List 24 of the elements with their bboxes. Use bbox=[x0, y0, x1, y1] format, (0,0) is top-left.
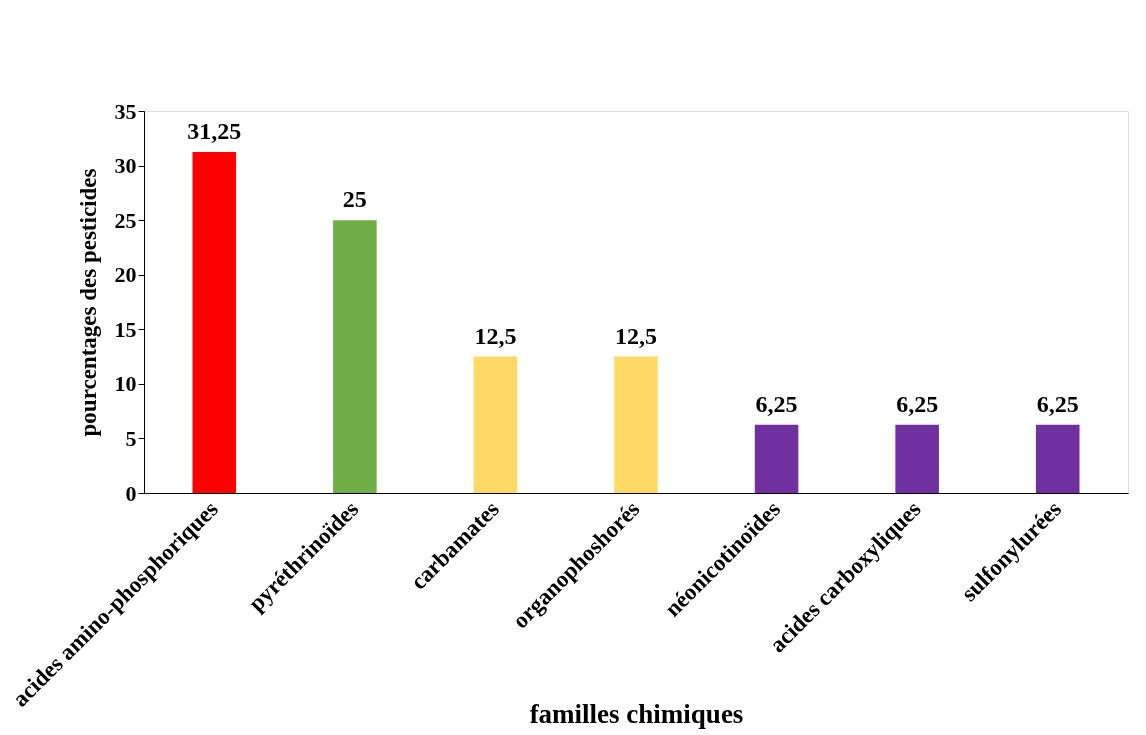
data-label: 25 bbox=[342, 186, 367, 213]
bar bbox=[614, 356, 658, 493]
bar bbox=[333, 220, 377, 493]
bar bbox=[754, 424, 799, 493]
y-axis-title: pourcentages des pesticides bbox=[75, 168, 101, 437]
y-tick-label: 30 bbox=[114, 153, 137, 179]
y-tick-label: 15 bbox=[114, 316, 137, 342]
data-label: 12,5 bbox=[474, 322, 517, 349]
bar bbox=[1035, 424, 1080, 493]
y-tick-label: 25 bbox=[114, 207, 137, 233]
y-tick-label: 35 bbox=[114, 98, 137, 124]
bar bbox=[192, 151, 237, 493]
y-tick-label: 10 bbox=[114, 371, 137, 397]
data-label: 31,25 bbox=[187, 117, 242, 144]
y-tick-label: 5 bbox=[125, 425, 137, 451]
data-label: 12,5 bbox=[615, 322, 657, 349]
bar bbox=[473, 356, 518, 493]
y-tick-label: 0 bbox=[125, 480, 137, 506]
data-label: 6,25 bbox=[755, 390, 798, 417]
bar bbox=[895, 424, 939, 493]
x-axis-title: familles chimiques bbox=[529, 698, 744, 729]
data-label: 6,25 bbox=[1036, 390, 1079, 417]
y-tick-label: 20 bbox=[114, 262, 137, 288]
data-label: 6,25 bbox=[896, 390, 939, 417]
